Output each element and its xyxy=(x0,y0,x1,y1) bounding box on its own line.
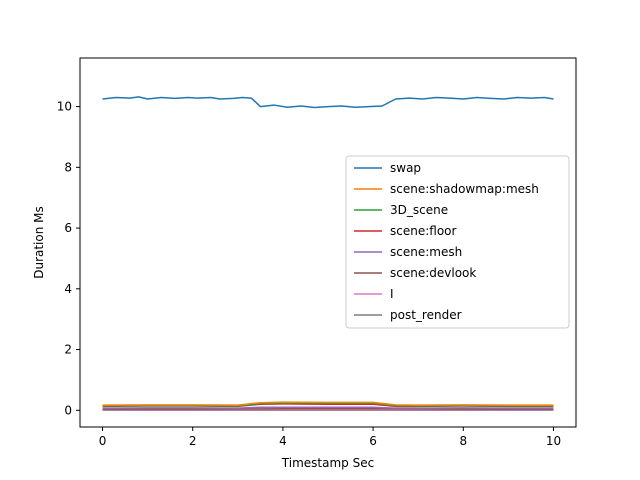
x-axis: 0 2 4 6 8 10 xyxy=(99,427,561,448)
legend-label: 3D_scene xyxy=(390,203,448,217)
x-tick-label: 6 xyxy=(369,434,377,448)
x-tick-label: 2 xyxy=(189,434,197,448)
legend-box xyxy=(345,155,570,329)
legend-label: I xyxy=(390,287,394,301)
plot-lines xyxy=(102,96,554,412)
legend-label: scene:devlook xyxy=(390,266,476,280)
legend-label: swap xyxy=(390,161,421,175)
series-line-3d-scene xyxy=(102,402,554,407)
legend-label: scene:mesh xyxy=(390,245,462,259)
series-line-swap xyxy=(102,96,554,109)
legend-label: scene:floor xyxy=(390,224,457,238)
y-tick-label: 8 xyxy=(64,160,72,174)
y-tick-label: 4 xyxy=(64,282,72,296)
x-tick-label: 8 xyxy=(459,434,467,448)
x-tick-label: 4 xyxy=(279,434,287,448)
plot-frame xyxy=(79,57,577,428)
series-line-scene-mesh xyxy=(102,406,554,409)
y-axis-label: Duration Ms xyxy=(32,206,46,279)
y-axis: 0 2 4 6 8 10 xyxy=(57,100,80,417)
y-tick-label: 10 xyxy=(57,100,72,114)
x-tick-label: 0 xyxy=(99,434,107,448)
y-tick-label: 0 xyxy=(64,403,72,417)
x-axis-label: Timestamp Sec xyxy=(281,456,374,470)
y-tick-label: 6 xyxy=(64,221,72,235)
y-tick-label: 2 xyxy=(64,343,72,357)
x-tick-label: 10 xyxy=(546,434,561,448)
legend: swap scene:shadowmap:mesh 3D_scene scene:fl… xyxy=(345,155,570,329)
legend-label: post_render xyxy=(390,308,462,322)
series-line-scene-shadowmap-mesh xyxy=(102,401,554,406)
legend-label: scene:shadowmap:mesh xyxy=(390,182,539,196)
